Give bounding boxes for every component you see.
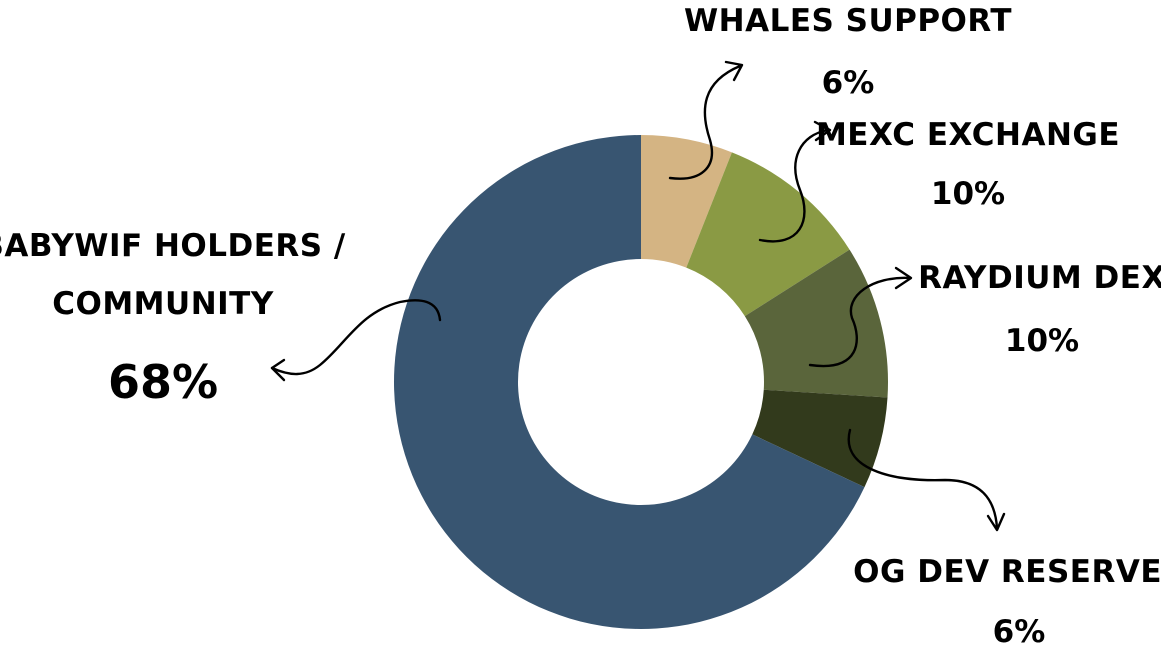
donut-slice-whales-support	[641, 135, 732, 268]
slice-label-raydium-dex: RAYDIUM DEX	[918, 260, 1161, 296]
slice-value-mexc-exchange: 10%	[931, 176, 1005, 212]
slice-label-babywif-holders-line1: BABYWIF HOLDERS /	[0, 228, 346, 264]
label-og-dev-reserves: OG DEV RESERVES 6%	[853, 554, 1161, 647]
donut-slice-mexc-exchange	[686, 152, 850, 317]
donut-slice-og-dev-reserves	[752, 389, 888, 488]
slice-label-whales-support: WHALES SUPPORT	[684, 3, 1012, 39]
slice-value-whales-support: 6%	[822, 65, 875, 101]
connector-arrow-mexc-exchange	[758, 120, 832, 243]
slice-label-mexc-exchange: MEXC EXCHANGE	[816, 117, 1120, 153]
label-mexc-exchange: MEXC EXCHANGE 10%	[816, 117, 1120, 212]
slice-value-raydium-dex: 10%	[1005, 323, 1079, 359]
donut-slices	[394, 135, 888, 629]
donut-slice-raydium-dex	[744, 249, 888, 398]
slice-label-babywif-holders-line2: COMMUNITY	[52, 286, 274, 322]
label-whales-support: WHALES SUPPORT 6%	[684, 3, 1012, 101]
slice-value-og-dev-reserves: 6%	[993, 614, 1046, 647]
label-babywif-holders: BABYWIF HOLDERS / COMMUNITY 68%	[0, 228, 346, 409]
donut-slice-babywif-holders	[394, 135, 865, 629]
connector-arrow-whales-support	[668, 60, 744, 180]
slice-label-og-dev-reserves: OG DEV RESERVES	[853, 554, 1161, 590]
connector-arrow-babywif-holders	[270, 299, 442, 382]
label-raydium-dex: RAYDIUM DEX 10%	[918, 260, 1161, 359]
connector-arrow-og-dev-reserves	[847, 428, 1006, 532]
connector-arrow-raydium-dex	[808, 266, 913, 368]
slice-value-babywif-holders: 68%	[108, 355, 218, 409]
